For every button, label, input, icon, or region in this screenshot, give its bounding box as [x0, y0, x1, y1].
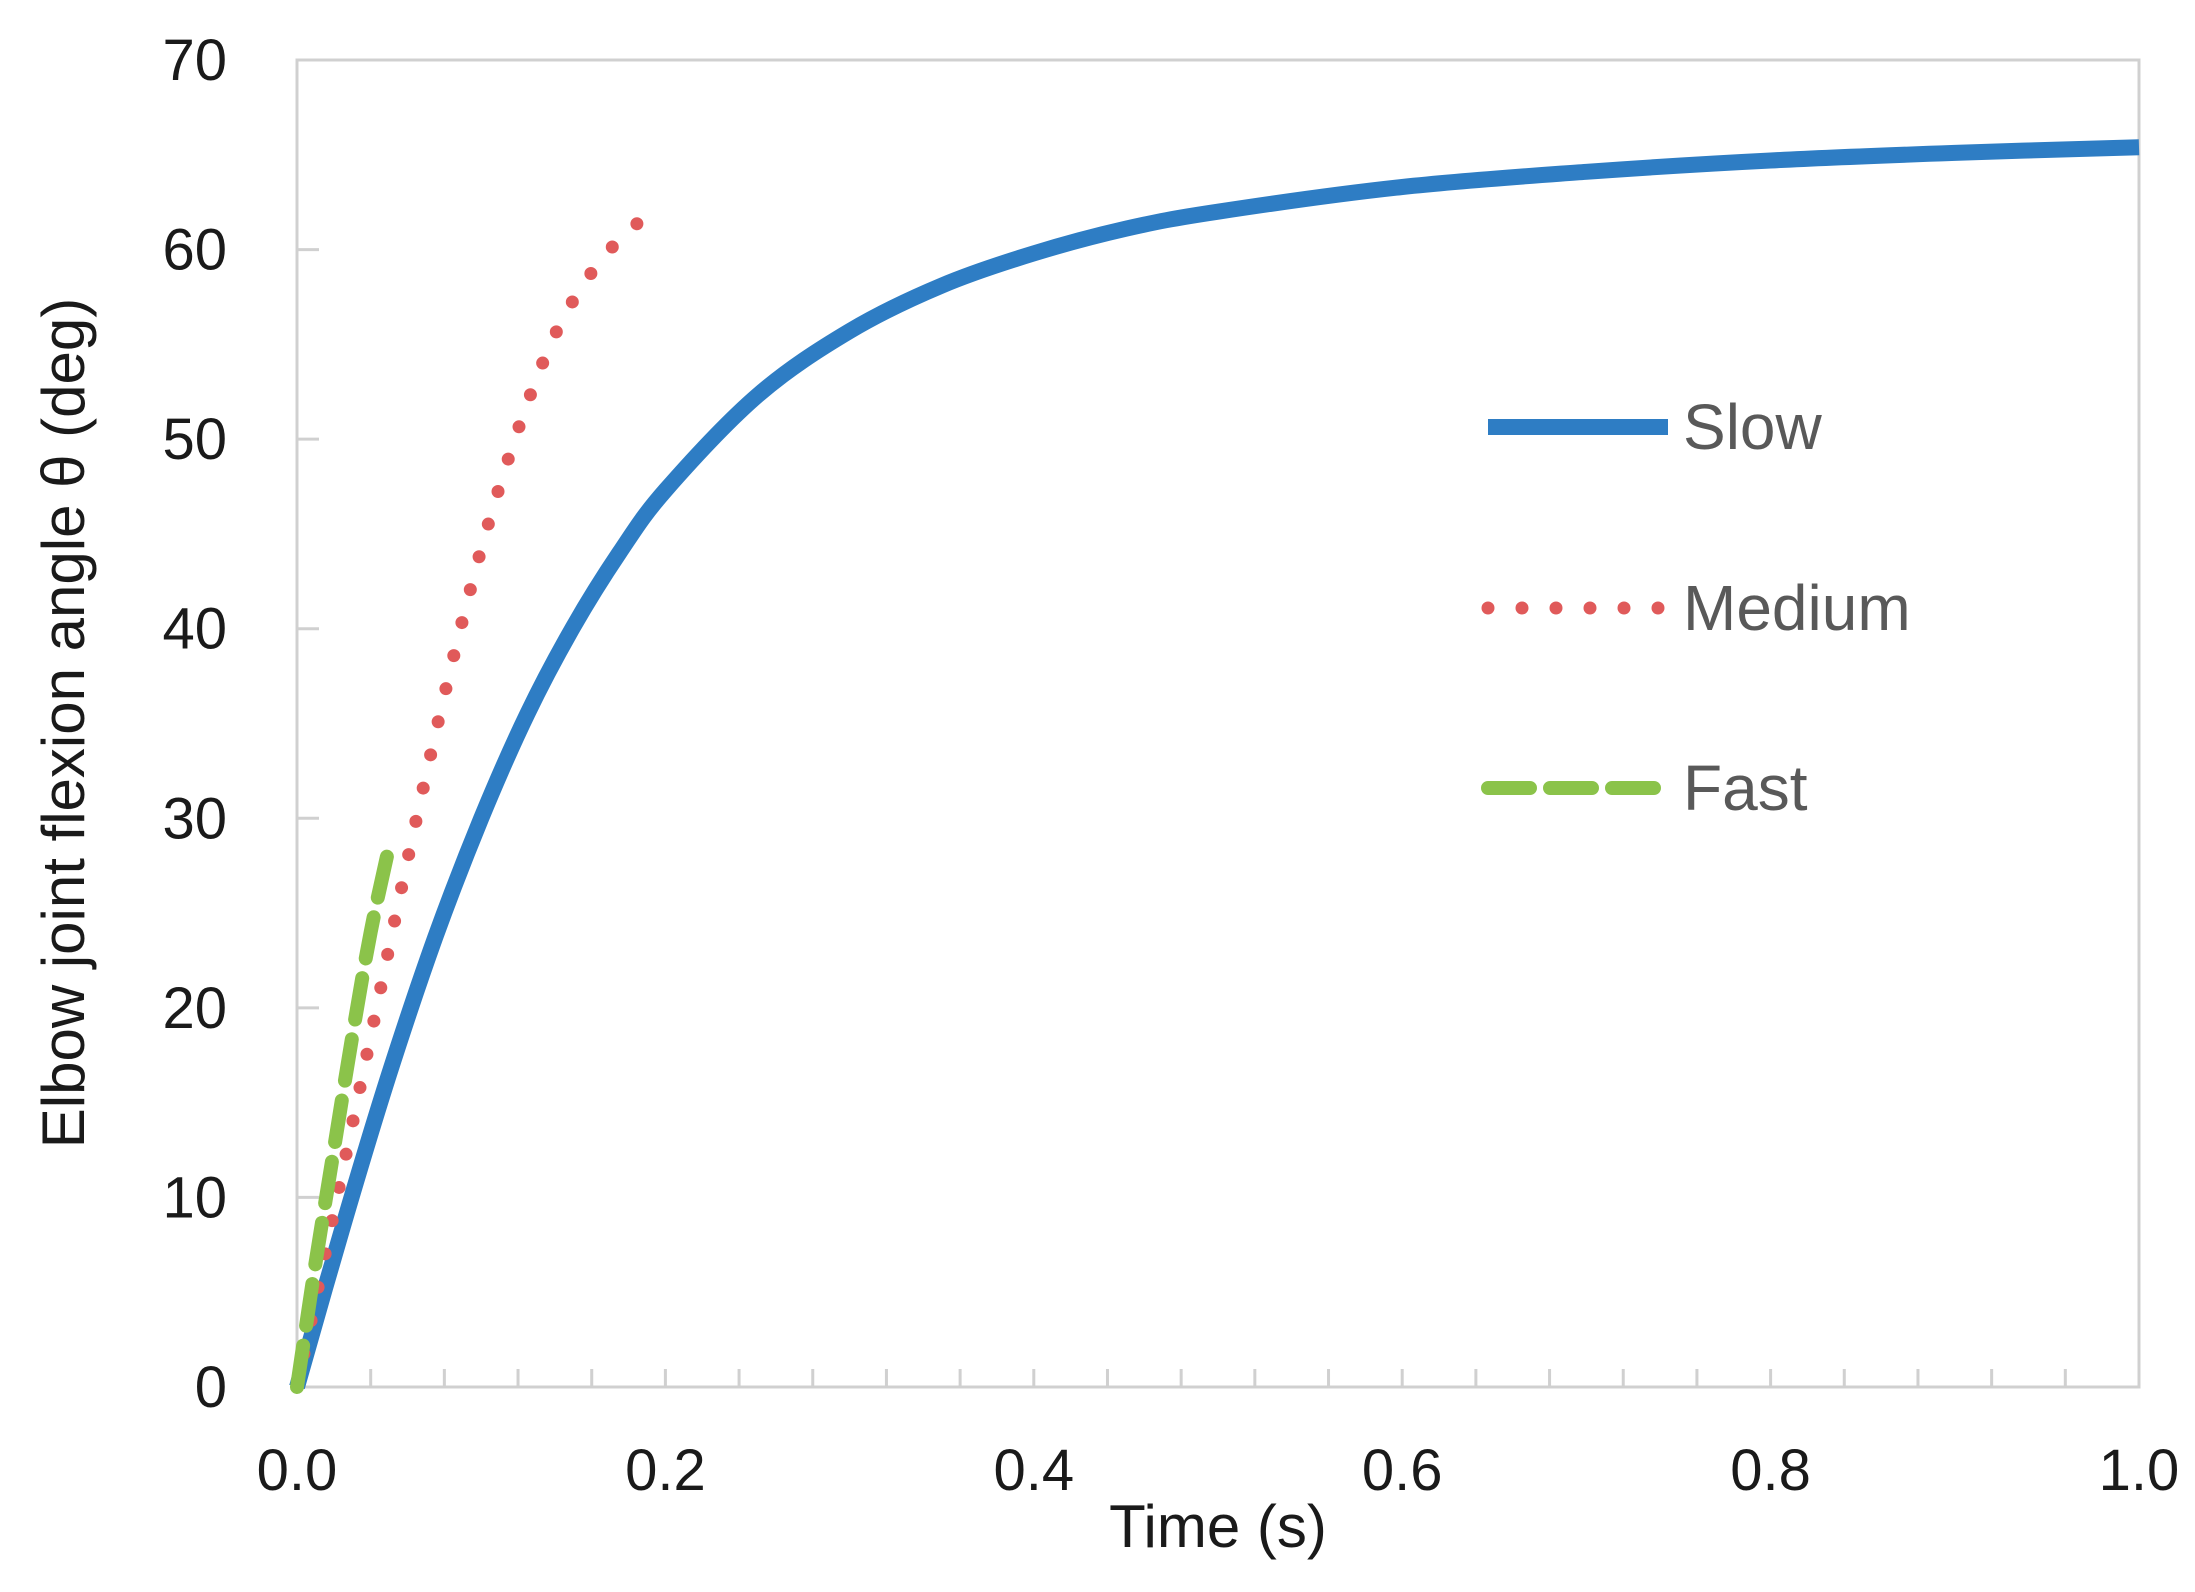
y-tick-label: 10: [162, 1165, 227, 1230]
series-line-fast: [290, 839, 397, 1394]
x-tick-label: 0.4: [993, 1438, 1074, 1503]
y-tick-label: 70: [162, 28, 227, 93]
x-tick-label: 0.0: [257, 1438, 338, 1503]
y-axis-title: Elbow joint flexion angle θ (deg): [30, 298, 97, 1149]
y-tick-label: 30: [162, 786, 227, 851]
y-axis: 0 10 20 30 40 50 60 70: [162, 28, 319, 1420]
x-axis-title: Time (s): [1109, 1493, 1327, 1560]
x-tick-label: 0.2: [625, 1438, 706, 1503]
x-tick-label: 1.0: [2099, 1438, 2180, 1503]
y-tick-label: 0: [195, 1355, 227, 1420]
legend-label-medium: Medium: [1683, 572, 1911, 644]
plot-area: [295, 58, 2141, 1389]
y-tick-label: 60: [162, 218, 227, 283]
x-axis: 0.0 0.2 0.4 0.6 0.8 1.0: [257, 1369, 2180, 1503]
y-tick-label: 50: [162, 407, 227, 472]
legend-label-slow: Slow: [1683, 391, 1823, 463]
series-line-slow: [289, 139, 2140, 1390]
series-layer: [289, 139, 2140, 1394]
legend-label-fast: Fast: [1683, 752, 1808, 824]
x-tick-label: 0.6: [1362, 1438, 1443, 1503]
x-tick-label: 0.8: [1730, 1438, 1811, 1503]
legend: Slow Medium Fast: [1481, 391, 1911, 824]
y-tick-label: 20: [162, 976, 227, 1041]
y-tick-label: 40: [162, 597, 227, 662]
